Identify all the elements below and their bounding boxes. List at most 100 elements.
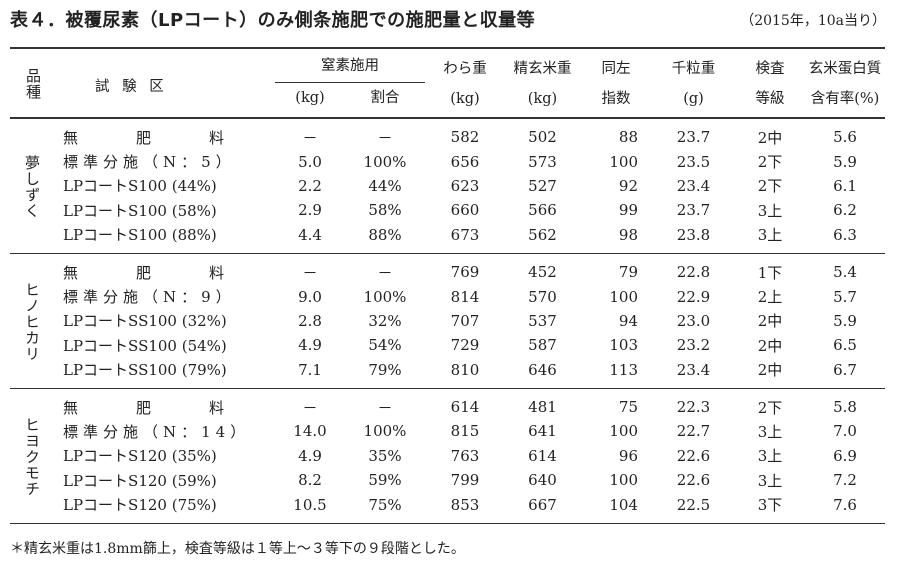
straw-weight-cell: 582 — [450, 128, 480, 147]
rice-index-cell: 88 — [618, 128, 638, 147]
straw-weight-cell: 769 — [450, 263, 480, 282]
treatment-cell: LPコートS120 (35%) — [63, 447, 217, 466]
protein-cell: 5.4 — [833, 263, 857, 282]
protein-cell: 6.7 — [833, 360, 857, 379]
treatment-cell: 標準分施（N：14） — [63, 422, 251, 441]
protein-cell: 5.8 — [833, 398, 857, 417]
rice-weight-cell: 452 — [528, 263, 557, 282]
nitrogen-ratio-cell: 35% — [368, 446, 402, 465]
nitrogen-ratio-cell: － — [377, 128, 393, 147]
variety-cell: ヒノヒカリ — [10, 253, 55, 388]
table-row: LPコートS100 (88%) 4.4 88% 673 562 98 23.8 3上 6.3 — [10, 223, 885, 254]
header-rice: 精玄米重 — [513, 61, 572, 78]
straw-weight-cell: 799 — [450, 471, 480, 490]
rice-index-cell: 96 — [618, 446, 638, 465]
nitrogen-ratio-cell: 100% — [363, 422, 407, 441]
nitrogen-ratio-cell: 32% — [368, 311, 402, 330]
table-row: ヒヨクモチ 無肥料－－ 614 481 75 22.3 2下 5.8 — [10, 388, 885, 497]
variety-name: ヒノヒカリ — [23, 281, 41, 362]
rice-weight-cell: 537 — [528, 311, 557, 330]
nitrogen-ratio-cell: － — [377, 263, 393, 282]
nitrogen-ratio-cell: 58% — [368, 201, 402, 220]
table-row: 標準分施（N：14） 14.0 100% 815 641 100 22.7 3上 7.0 — [10, 419, 885, 443]
straw-weight-cell: 660 — [450, 201, 480, 220]
rice-weight-cell: 573 — [528, 152, 557, 171]
table-row: 標準分施（N：9） 9.0 100% 814 570 100 22.9 2上 5.7 — [10, 284, 885, 308]
grade-cell: 3上 — [757, 226, 783, 245]
rice-index-cell: 94 — [618, 311, 638, 330]
header-nitrogen-kg: (kg) — [295, 90, 325, 106]
straw-weight-cell: 614 — [450, 398, 480, 417]
straw-weight-cell: 763 — [450, 446, 480, 465]
header-index-2: 指数 — [601, 91, 631, 108]
nitrogen-kg-cell: 4.9 — [298, 446, 322, 465]
grain-weight-cell: 23.7 — [676, 201, 711, 220]
nitrogen-kg-cell: 2.9 — [298, 201, 322, 220]
nitrogen-kg-cell: 9.0 — [298, 287, 322, 306]
header-straw-unit: (kg) — [450, 91, 480, 108]
treatment-cell: 無肥料 — [55, 253, 275, 284]
nitrogen-ratio-cell: 100% — [363, 287, 407, 306]
protein-cell: 6.9 — [833, 446, 857, 465]
grain-weight-cell: 22.6 — [676, 446, 711, 465]
protein-cell: 7.0 — [833, 422, 857, 441]
table-row: LPコートSS100 (54%) 4.9 54% 729 587 103 23.2 2中 6.5 — [10, 333, 885, 357]
rice-index-cell: 75 — [618, 398, 638, 417]
protein-cell: 7.2 — [833, 471, 857, 490]
grade-cell: 3上 — [757, 471, 783, 490]
table-row: LPコートS100 (58%) 2.9 58% 660 566 99 23.7 3上 6.2 — [10, 198, 885, 222]
straw-weight-cell: 814 — [450, 287, 480, 306]
straw-weight-cell: 853 — [450, 495, 480, 514]
rice-weight-cell: 570 — [528, 287, 557, 306]
treatment-cell: LPコートS100 (58%) — [63, 201, 217, 220]
grain-weight-cell: 22.5 — [676, 495, 711, 514]
treatment-cell: LPコートS100 (44%) — [63, 177, 217, 196]
table-header: 品種 試 験 区 窒素施用 わら重 精玄米重 同左 千粒重 検査 玄米蛋白質 (… — [10, 48, 885, 118]
grade-cell: 3上 — [757, 201, 783, 220]
rice-weight-cell: 614 — [528, 446, 557, 465]
grade-cell: 2上 — [757, 288, 783, 307]
protein-cell: 6.5 — [833, 336, 857, 355]
rice-weight-cell: 527 — [528, 176, 557, 195]
protein-cell: 6.2 — [833, 201, 857, 220]
treatment-cell: 無肥料 — [55, 388, 275, 419]
rice-index-cell: 100 — [609, 287, 638, 306]
straw-weight-cell: 623 — [450, 176, 480, 195]
results-table: 品種 試 験 区 窒素施用 わら重 精玄米重 同左 千粒重 検査 玄米蛋白質 (… — [10, 47, 885, 524]
table-row: ヒノヒカリ 無肥料－－ 769 452 79 22.8 1下 5.4 — [10, 253, 885, 362]
nitrogen-kg-cell: 4.4 — [298, 225, 322, 244]
treatment-cell: 無肥料 — [55, 118, 275, 149]
rice-weight-cell: 481 — [528, 398, 557, 417]
table-row: LPコートS120 (75%) 10.5 75% 853 667 104 22.5 3下 7.6 — [10, 492, 885, 523]
grain-weight-cell: 22.7 — [676, 422, 711, 441]
grade-cell: 2下 — [757, 398, 783, 417]
rice-index-cell: 92 — [618, 176, 638, 195]
header-rice-unit: (kg) — [527, 91, 558, 108]
nitrogen-kg-cell: － — [302, 128, 318, 147]
table-row: LPコートS100 (44%) 2.2 44% 623 527 92 23.4 2下 6.1 — [10, 174, 885, 198]
protein-cell: 6.3 — [833, 225, 857, 244]
grain-weight-cell: 23.7 — [676, 128, 711, 147]
protein-cell: 5.9 — [833, 311, 857, 330]
variety-group: ヒノヒカリ 無肥料－－ 769 452 79 22.8 1下 5.4 標準分施（N：9） 9.0 1… — [10, 253, 885, 389]
rice-weight-cell: 566 — [528, 201, 557, 220]
nitrogen-kg-cell: 4.9 — [298, 336, 322, 355]
grain-weight-cell: 22.8 — [676, 263, 711, 282]
header-protein-2: 含有率(%) — [810, 91, 880, 108]
rice-index-cell: 79 — [618, 263, 638, 282]
nitrogen-kg-cell: － — [302, 398, 318, 417]
variety-group: ヒヨクモチ 無肥料－－ 614 481 75 22.3 2下 5.8 標準分施（N：14） 14.… — [10, 388, 885, 524]
nitrogen-kg-cell: 14.0 — [293, 422, 327, 441]
nitrogen-ratio-cell: － — [377, 398, 393, 417]
protein-cell: 5.9 — [833, 152, 857, 171]
grade-cell: 2中 — [757, 361, 783, 380]
nitrogen-kg-cell: 7.1 — [298, 360, 322, 379]
grain-weight-cell: 22.3 — [676, 398, 711, 417]
treatment-cell: LPコートS120 (59%) — [63, 471, 217, 490]
straw-weight-cell: 673 — [450, 225, 480, 244]
header-straw: わら重 — [443, 61, 487, 78]
nitrogen-kg-cell: 5.0 — [298, 152, 322, 171]
header-nitrogen-ratio: 割合 — [370, 90, 400, 106]
table-row: LPコートSS100 (32%) 2.8 32% 707 537 94 23.0 2中 5.9 — [10, 309, 885, 333]
grade-cell: 3上 — [757, 447, 783, 466]
